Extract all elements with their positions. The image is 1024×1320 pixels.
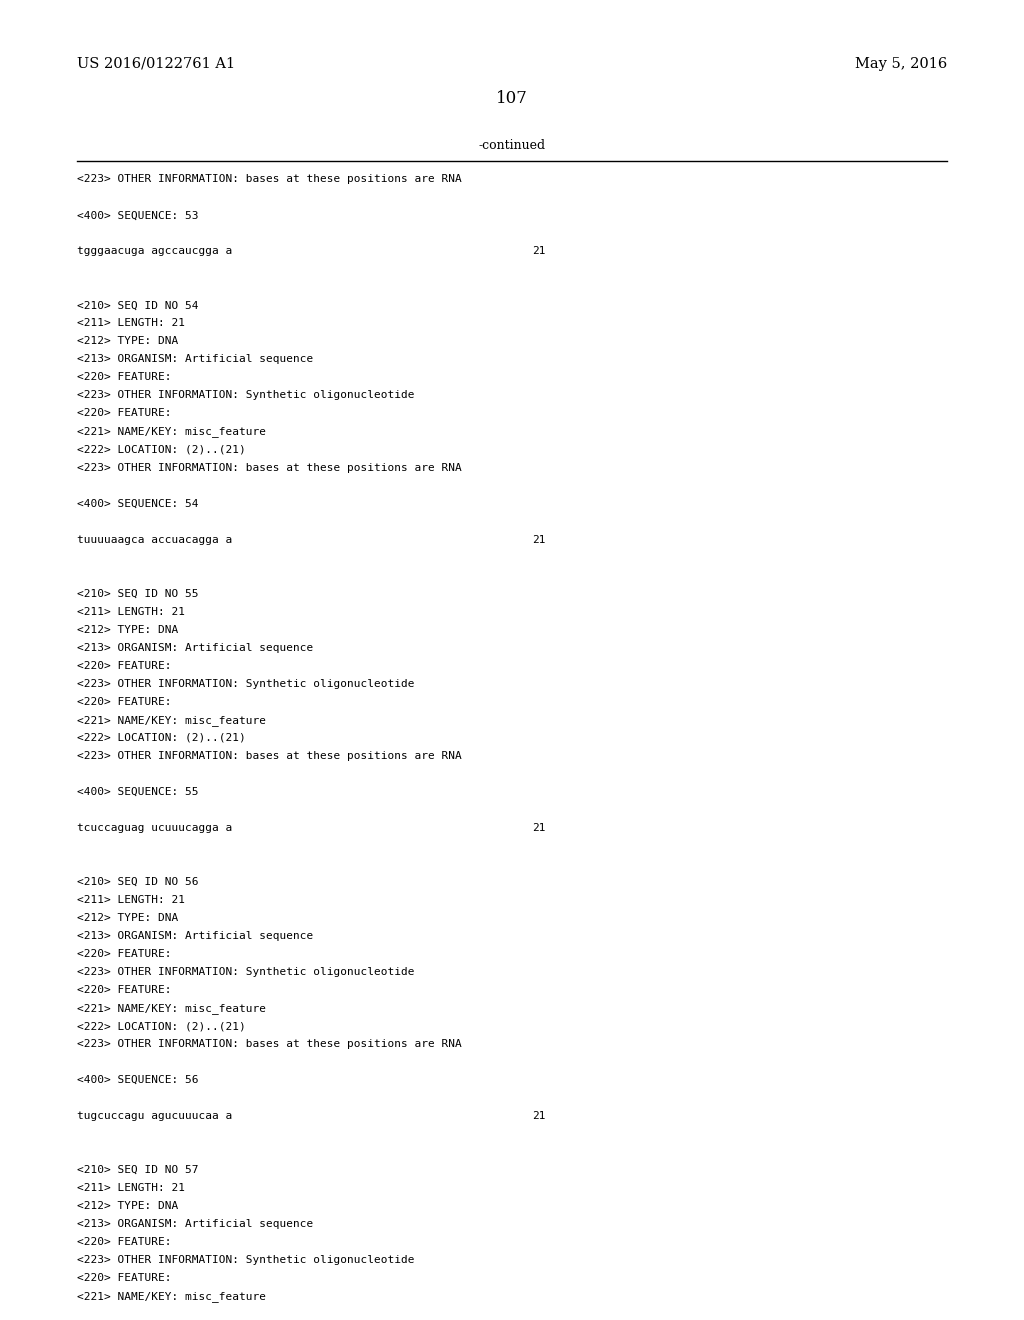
Text: <210> SEQ ID NO 55: <210> SEQ ID NO 55 — [77, 589, 199, 599]
Text: <211> LENGTH: 21: <211> LENGTH: 21 — [77, 1183, 184, 1193]
Text: tgggaacuga agccaucgga a: tgggaacuga agccaucgga a — [77, 247, 232, 256]
Text: <223> OTHER INFORMATION: Synthetic oligonucleotide: <223> OTHER INFORMATION: Synthetic oligo… — [77, 391, 415, 400]
Text: <222> LOCATION: (2)..(21): <222> LOCATION: (2)..(21) — [77, 733, 246, 743]
Text: <222> LOCATION: (2)..(21): <222> LOCATION: (2)..(21) — [77, 1022, 246, 1031]
Text: <220> FEATURE:: <220> FEATURE: — [77, 661, 171, 671]
Text: <220> FEATURE:: <220> FEATURE: — [77, 985, 171, 995]
Text: US 2016/0122761 A1: US 2016/0122761 A1 — [77, 57, 234, 71]
Text: 21: 21 — [532, 535, 546, 545]
Text: -continued: -continued — [478, 139, 546, 152]
Text: <223> OTHER INFORMATION: bases at these positions are RNA: <223> OTHER INFORMATION: bases at these … — [77, 751, 462, 760]
Text: <212> TYPE: DNA: <212> TYPE: DNA — [77, 624, 178, 635]
Text: <212> TYPE: DNA: <212> TYPE: DNA — [77, 913, 178, 923]
Text: <220> FEATURE:: <220> FEATURE: — [77, 1237, 171, 1247]
Text: <222> LOCATION: (2)..(21): <222> LOCATION: (2)..(21) — [77, 445, 246, 454]
Text: <211> LENGTH: 21: <211> LENGTH: 21 — [77, 318, 184, 329]
Text: May 5, 2016: May 5, 2016 — [855, 57, 947, 71]
Text: <213> ORGANISM: Artificial sequence: <213> ORGANISM: Artificial sequence — [77, 643, 313, 652]
Text: <221> NAME/KEY: misc_feature: <221> NAME/KEY: misc_feature — [77, 715, 266, 726]
Text: <400> SEQUENCE: 53: <400> SEQUENCE: 53 — [77, 210, 199, 220]
Text: tuuuuaagca accuacagga a: tuuuuaagca accuacagga a — [77, 535, 232, 545]
Text: 21: 21 — [532, 247, 546, 256]
Text: <211> LENGTH: 21: <211> LENGTH: 21 — [77, 607, 184, 616]
Text: <223> OTHER INFORMATION: bases at these positions are RNA: <223> OTHER INFORMATION: bases at these … — [77, 174, 462, 185]
Text: 21: 21 — [532, 822, 546, 833]
Text: <220> FEATURE:: <220> FEATURE: — [77, 408, 171, 418]
Text: <212> TYPE: DNA: <212> TYPE: DNA — [77, 337, 178, 346]
Text: tugcuccagu agucuuucaa a: tugcuccagu agucuuucaa a — [77, 1111, 232, 1121]
Text: <210> SEQ ID NO 54: <210> SEQ ID NO 54 — [77, 301, 199, 310]
Text: <210> SEQ ID NO 56: <210> SEQ ID NO 56 — [77, 876, 199, 887]
Text: <221> NAME/KEY: misc_feature: <221> NAME/KEY: misc_feature — [77, 426, 266, 437]
Text: <223> OTHER INFORMATION: Synthetic oligonucleotide: <223> OTHER INFORMATION: Synthetic oligo… — [77, 1255, 415, 1266]
Text: tcuccaguag ucuuucagga a: tcuccaguag ucuuucagga a — [77, 822, 232, 833]
Text: <220> FEATURE:: <220> FEATURE: — [77, 1274, 171, 1283]
Text: <221> NAME/KEY: misc_feature: <221> NAME/KEY: misc_feature — [77, 1003, 266, 1014]
Text: <223> OTHER INFORMATION: bases at these positions are RNA: <223> OTHER INFORMATION: bases at these … — [77, 462, 462, 473]
Text: <213> ORGANISM: Artificial sequence: <213> ORGANISM: Artificial sequence — [77, 1220, 313, 1229]
Text: <220> FEATURE:: <220> FEATURE: — [77, 697, 171, 706]
Text: <220> FEATURE:: <220> FEATURE: — [77, 372, 171, 383]
Text: <400> SEQUENCE: 55: <400> SEQUENCE: 55 — [77, 787, 199, 797]
Text: <211> LENGTH: 21: <211> LENGTH: 21 — [77, 895, 184, 906]
Text: 21: 21 — [532, 1111, 546, 1121]
Text: <213> ORGANISM: Artificial sequence: <213> ORGANISM: Artificial sequence — [77, 931, 313, 941]
Text: 107: 107 — [496, 90, 528, 107]
Text: <220> FEATURE:: <220> FEATURE: — [77, 949, 171, 960]
Text: <400> SEQUENCE: 54: <400> SEQUENCE: 54 — [77, 499, 199, 508]
Text: <213> ORGANISM: Artificial sequence: <213> ORGANISM: Artificial sequence — [77, 354, 313, 364]
Text: <221> NAME/KEY: misc_feature: <221> NAME/KEY: misc_feature — [77, 1291, 266, 1303]
Text: <223> OTHER INFORMATION: Synthetic oligonucleotide: <223> OTHER INFORMATION: Synthetic oligo… — [77, 968, 415, 977]
Text: <210> SEQ ID NO 57: <210> SEQ ID NO 57 — [77, 1166, 199, 1175]
Text: <223> OTHER INFORMATION: bases at these positions are RNA: <223> OTHER INFORMATION: bases at these … — [77, 1039, 462, 1049]
Text: <400> SEQUENCE: 56: <400> SEQUENCE: 56 — [77, 1074, 199, 1085]
Text: <212> TYPE: DNA: <212> TYPE: DNA — [77, 1201, 178, 1212]
Text: <223> OTHER INFORMATION: Synthetic oligonucleotide: <223> OTHER INFORMATION: Synthetic oligo… — [77, 678, 415, 689]
